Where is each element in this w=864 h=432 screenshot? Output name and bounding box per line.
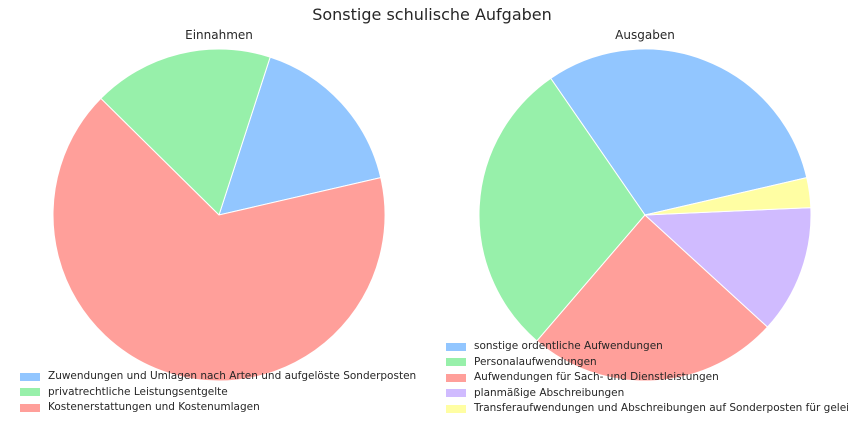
legend-label: Aufwendungen für Sach- und Dienstleistun… xyxy=(474,371,719,383)
legend-ausgaben: sonstige ordentliche Aufwendungen Persona… xyxy=(446,339,848,417)
legend-item-1-1: Personalaufwendungen xyxy=(446,355,848,371)
legend-item-1-2: Aufwendungen für Sach- und Dienstleistun… xyxy=(446,370,848,386)
legend-label: privatrechtliche Leistungsentgelte xyxy=(48,385,228,398)
pie-slice-0-0 xyxy=(218,56,382,216)
legend-swatch xyxy=(446,373,466,382)
pie-einnahmen xyxy=(52,48,386,382)
legend-item-0-2: Kostenerstattungen und Kostenumlagen xyxy=(20,400,420,416)
legend-label: Zuwendungen und Umlagen nach Arten und a… xyxy=(48,370,417,382)
pie-slice-1-3 xyxy=(643,207,812,328)
legend-swatch xyxy=(446,358,466,367)
pie-slice-1-0 xyxy=(550,48,808,216)
pie-slice-1-2 xyxy=(536,214,769,382)
legend-label: sonstige ordentliche Aufwendungen xyxy=(474,340,663,352)
legend-swatch xyxy=(20,372,40,381)
legend-item-1-3: planmäßige Abschreibungen xyxy=(446,386,848,402)
legend-swatch xyxy=(20,403,40,412)
legend-label: Kostenerstattungen und Kostenumlagen xyxy=(48,401,260,413)
legend-label: planmäßige Abschreibungen xyxy=(474,386,625,399)
pie-slice-0-2 xyxy=(52,97,386,382)
legend-swatch xyxy=(20,388,40,397)
pie-title-einnahmen: Einnahmen xyxy=(185,28,253,42)
legend-swatch xyxy=(446,389,466,398)
pie-slice-1-1 xyxy=(478,77,646,342)
legend-einnahmen: Zuwendungen und Umlagen nach Arten und a… xyxy=(20,369,420,416)
legend-item-0-1: privatrechtliche Leistungsentgelte xyxy=(20,385,420,401)
pie-slice-0-1 xyxy=(100,48,271,216)
legend-swatch xyxy=(446,342,466,351)
legend-swatch xyxy=(446,404,466,413)
pie-slice-1-4 xyxy=(644,177,812,216)
pie-ausgaben xyxy=(478,48,812,382)
legend-label: Personalaufwendungen xyxy=(474,355,597,368)
legend-item-1-0: sonstige ordentliche Aufwendungen xyxy=(446,339,848,355)
legend-label: Transferaufwendungen und Abschreibungen … xyxy=(474,402,848,414)
legend-item-1-4: Transferaufwendungen und Abschreibungen … xyxy=(446,401,848,417)
figure-title: Sonstige schulische Aufgaben xyxy=(312,5,552,24)
pie-title-ausgaben: Ausgaben xyxy=(615,28,675,42)
legend-item-0-0: Zuwendungen und Umlagen nach Arten und a… xyxy=(20,369,420,385)
